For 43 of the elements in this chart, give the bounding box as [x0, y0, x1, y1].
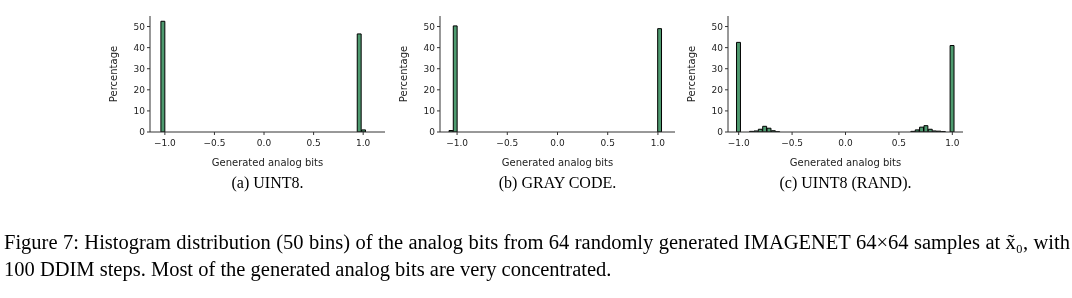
x-axis-title: Generated analog bits [501, 157, 614, 168]
y-axis-title: Percentage [107, 45, 119, 103]
x-tick-label: −1.0 [727, 138, 750, 148]
x-tick-label: 0.5 [600, 138, 615, 148]
y-tick-label: 0 [429, 127, 436, 138]
y-tick-label: 40 [711, 42, 724, 53]
y-tick-label: 40 [423, 42, 436, 53]
y-tick-label: 40 [133, 42, 146, 53]
x-tick-label: 1.0 [356, 138, 371, 148]
y-tick-label: 20 [423, 85, 436, 96]
text: (a) UINT8. [230, 174, 305, 192]
x-axis-title: Generated analog bits [211, 157, 324, 168]
y-tick-label: 10 [133, 106, 146, 117]
x-tick-label: −1.0 [446, 138, 469, 148]
y-tick-label: 0 [717, 127, 724, 138]
y-tick-label: 0 [139, 127, 146, 138]
x-tick-label: 0.0 [550, 138, 565, 148]
y-tick-label: 50 [423, 21, 436, 32]
y-tick-label: 20 [711, 85, 724, 96]
x-tick-label: 0.0 [838, 138, 853, 148]
caption: Figure 7: Histogram distribution (50 bins) of the analog bits from 64 randomly generated IMAGENET 64×64 samples at x̃₀, with 100 DDIM steps. Most of the generated analog bits are very concentrated. [4, 230, 1070, 283]
y-tick-label: 10 [711, 106, 724, 117]
text: (c) UINT8 (RAND). [778, 174, 913, 192]
y-tick-label: 30 [423, 63, 436, 74]
y-axis-title: Percentage [397, 45, 409, 103]
x-tick-label: 1.0 [945, 138, 960, 148]
y-tick-label: 30 [711, 63, 724, 74]
x-tick-label: 0.0 [256, 138, 272, 148]
y-tick-label: 50 [711, 21, 724, 32]
x-tick-label: 1.0 [650, 138, 666, 148]
y-tick-label: 20 [133, 85, 146, 96]
text: (b) GRAY CODE. [497, 174, 618, 192]
y-axis-title: Percentage [685, 45, 697, 103]
x-axis-title: Generated analog bits [789, 157, 902, 168]
x-tick-label: 0.5 [891, 138, 907, 148]
x-tick-label: −0.5 [496, 138, 519, 148]
y-tick-label: 30 [133, 63, 146, 74]
x-tick-label: −0.5 [781, 138, 804, 148]
y-tick-label: 10 [423, 106, 436, 117]
y-tick-label: 50 [133, 21, 146, 32]
x-tick-label: −0.5 [203, 138, 226, 148]
x-tick-label: 0.5 [306, 138, 321, 148]
x-tick-label: −1.0 [153, 138, 177, 148]
